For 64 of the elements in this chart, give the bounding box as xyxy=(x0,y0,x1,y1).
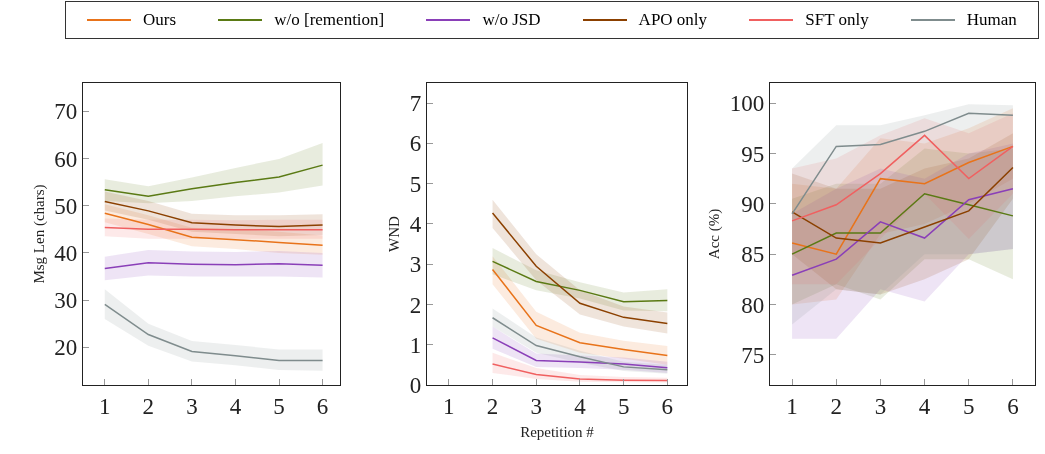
x-tick-label: 1 xyxy=(443,393,455,419)
line-series xyxy=(791,112,1014,215)
line-series xyxy=(791,145,1014,255)
line-series xyxy=(491,260,669,303)
line-series xyxy=(104,200,324,228)
x-tick-label: 6 xyxy=(661,393,674,419)
y-tick-label: 7 xyxy=(409,91,422,117)
x-tick-label: 5 xyxy=(273,393,285,419)
x-tick-label: 3 xyxy=(530,393,542,419)
y-axis-title: Msg Len (chars) xyxy=(30,184,48,284)
y-tick-label: 3 xyxy=(409,252,422,278)
y-tick-label: 40 xyxy=(54,240,78,266)
x-axis-title: Repetition # xyxy=(520,423,595,440)
y-tick-label: 4 xyxy=(409,211,422,237)
legend-label: Ours xyxy=(143,10,177,30)
x-tick-label: 2 xyxy=(486,393,499,419)
line-series xyxy=(791,192,1014,255)
line-series xyxy=(491,212,669,325)
y-tick-label: 60 xyxy=(54,146,78,172)
x-tick-label: 2 xyxy=(142,393,155,419)
line-series xyxy=(491,363,669,382)
line-series xyxy=(104,303,324,362)
y-tick-label: 2 xyxy=(409,292,422,318)
y-tick-label: 30 xyxy=(54,288,78,314)
x-tick-label: 5 xyxy=(963,393,975,419)
y-tick-label: 95 xyxy=(741,141,765,167)
legend-label: APO only xyxy=(638,10,708,30)
y-tick-label: 50 xyxy=(54,193,78,219)
legend-label: w/o [remention] xyxy=(274,10,385,30)
x-tick-label: 4 xyxy=(229,393,242,419)
line-series xyxy=(104,164,324,197)
line-series xyxy=(791,166,1014,244)
line-series xyxy=(491,317,669,371)
y-tick-label: 80 xyxy=(741,292,765,318)
y-tick-label: 0 xyxy=(409,373,422,399)
y-tick-label: 20 xyxy=(54,335,78,361)
legend-label: SFT only xyxy=(805,10,869,30)
x-tick-label: 5 xyxy=(617,393,630,419)
x-tick-label: 3 xyxy=(186,393,198,419)
line-series xyxy=(791,187,1014,277)
x-tick-label: 1 xyxy=(99,393,111,419)
line-series xyxy=(491,337,669,369)
y-tick-label: 1 xyxy=(409,332,422,358)
y-tick-label: 75 xyxy=(741,342,765,368)
x-tick-label: 6 xyxy=(1007,393,1019,419)
y-tick-label: 85 xyxy=(741,242,765,268)
line-series xyxy=(491,268,669,357)
legend-label: w/o JSD xyxy=(482,10,541,30)
y-axis-title: Acc (%) xyxy=(706,208,724,260)
legend-label: Human xyxy=(966,10,1017,30)
y-tick-label: 6 xyxy=(409,131,422,157)
x-tick-label: 4 xyxy=(918,393,931,419)
line-series xyxy=(791,134,1014,222)
y-axis-title: WND xyxy=(386,215,403,252)
x-tick-label: 1 xyxy=(786,393,798,419)
x-tick-label: 3 xyxy=(874,393,887,419)
y-tick-label: 5 xyxy=(409,171,422,197)
y-tick-label: 90 xyxy=(741,191,765,217)
x-tick-label: 6 xyxy=(316,393,329,419)
y-tick-label: 100 xyxy=(729,91,765,117)
line-series xyxy=(104,212,324,247)
y-tick-label: 70 xyxy=(54,99,78,125)
x-tick-label: 4 xyxy=(574,393,587,419)
x-tick-label: 2 xyxy=(830,393,842,419)
